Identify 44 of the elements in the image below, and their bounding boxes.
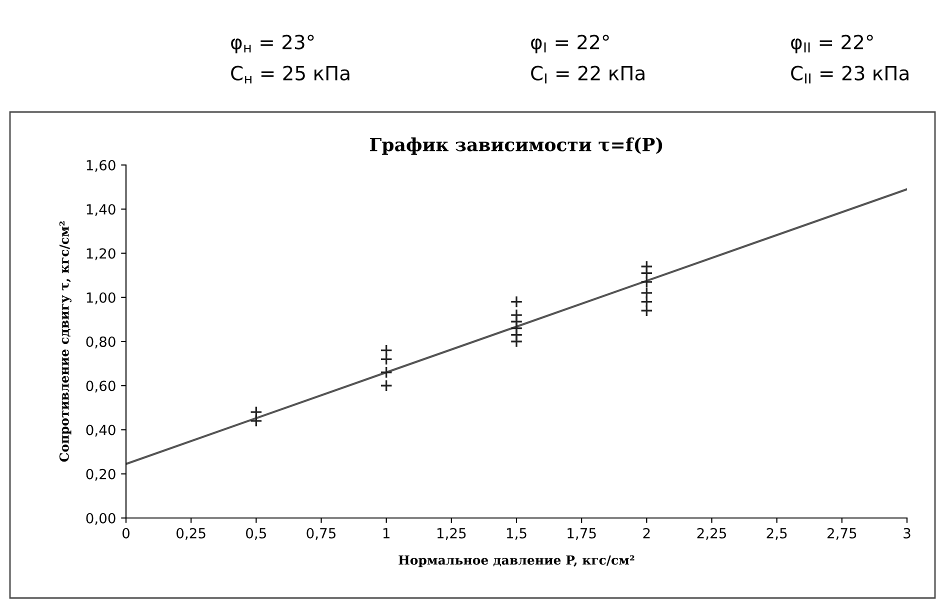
y-tick-label: 1,00	[86, 292, 116, 304]
x-tick-label: 1	[383, 528, 390, 538]
x-tick-label: 2,5	[766, 528, 787, 540]
y-tick-label: 0,60	[86, 380, 116, 393]
y-tick-label: 0,80	[86, 336, 116, 348]
y-tick-label: 1,60	[86, 160, 116, 172]
point	[380, 344, 393, 357]
x-tick-label: 2,25	[697, 528, 726, 540]
y-tick-label: 0,40	[86, 424, 116, 437]
point	[250, 414, 262, 428]
y-tick-label: 1,20	[86, 248, 116, 260]
x-tick-label: 0,25	[176, 528, 206, 540]
x-axis-title: Нормальное давление P, кгс/см²	[398, 555, 634, 568]
y-tick-label: 0,00	[86, 512, 116, 525]
point	[380, 379, 393, 392]
y-axis-title: Сопротивление сдвигу τ, кгс/см²	[59, 221, 72, 462]
y-tick-label: 1,40	[86, 204, 116, 216]
text: C$_{II}$ = 23 кПа	[791, 66, 908, 84]
point	[380, 352, 393, 366]
point	[250, 406, 262, 418]
point	[640, 266, 653, 280]
y-tick-label: 0,20	[86, 468, 116, 481]
chart-title: График зависимости τ=f(P)	[370, 137, 662, 155]
x-tick-label: 0,75	[306, 528, 336, 540]
x-tick-label: 1,5	[506, 528, 526, 540]
x-tick-label: 0,5	[246, 528, 266, 540]
x-tick-label: 0	[122, 528, 130, 538]
point	[640, 286, 653, 300]
x-tick-label: 1,75	[568, 528, 596, 540]
point	[640, 296, 653, 308]
text: C$_{I}$ = 22 кПа	[531, 66, 644, 84]
x-tick-label: 2	[643, 528, 650, 538]
text: φ$_{н}$ = 23°	[231, 34, 314, 54]
point	[510, 335, 523, 348]
point	[380, 366, 393, 379]
text: φ$_{I}$ = 22°	[531, 34, 609, 54]
x-tick-label: 2,75	[827, 528, 856, 540]
x-tick-label: 3	[904, 528, 910, 538]
point	[510, 296, 523, 308]
text: C$_{н}$ = 25 кПа	[231, 66, 350, 84]
text: φ$_{II}$ = 22°	[791, 34, 873, 54]
x-tick-label: 1,25	[437, 528, 466, 540]
point	[640, 276, 653, 288]
point	[640, 304, 653, 317]
